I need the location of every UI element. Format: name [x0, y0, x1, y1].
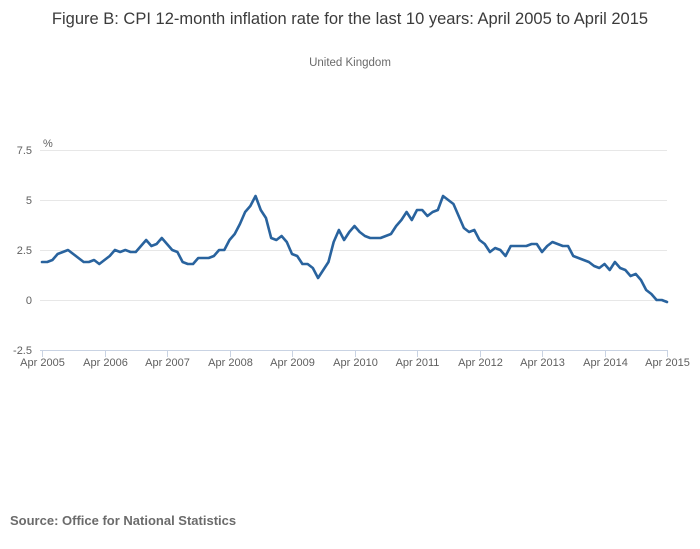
x-tick-label: Apr 2005 — [20, 357, 65, 369]
chart-subtitle: United Kingdom — [309, 57, 391, 69]
x-tick-label: Apr 2014 — [583, 357, 628, 369]
y-tick-label: 2.5 — [17, 245, 32, 257]
y-tick-label: -2.5 — [13, 345, 32, 357]
cpi-inflation-line — [40, 194, 669, 304]
y-tick-label: 5 — [26, 195, 32, 207]
chart-title: Figure B: CPI 12-month inflation rate fo… — [51, 10, 649, 28]
x-tick-label: Apr 2015 — [645, 357, 690, 369]
y-axis-unit-label: % — [43, 138, 53, 150]
x-tick-label: Apr 2013 — [520, 357, 565, 369]
x-tick-label: Apr 2010 — [333, 357, 378, 369]
x-tick-label: Apr 2011 — [396, 357, 440, 369]
y-tick-label: 0 — [26, 295, 32, 307]
x-tick-label: Apr 2008 — [208, 357, 253, 369]
x-tick-label: Apr 2009 — [270, 357, 315, 369]
x-tick-label: Apr 2012 — [458, 357, 503, 369]
y-tick-label: 7.5 — [17, 145, 32, 157]
x-tick-label: Apr 2006 — [83, 357, 128, 369]
cpi-line-chart: 7.5 5 2.5 0 -2.5% Apr 2005 Apr 2006 Apr 2007 Apr… — [13, 138, 690, 369]
x-tick-label: Apr 2007 — [145, 357, 190, 369]
source-note: Source: Office for National Statistics — [10, 513, 237, 528]
